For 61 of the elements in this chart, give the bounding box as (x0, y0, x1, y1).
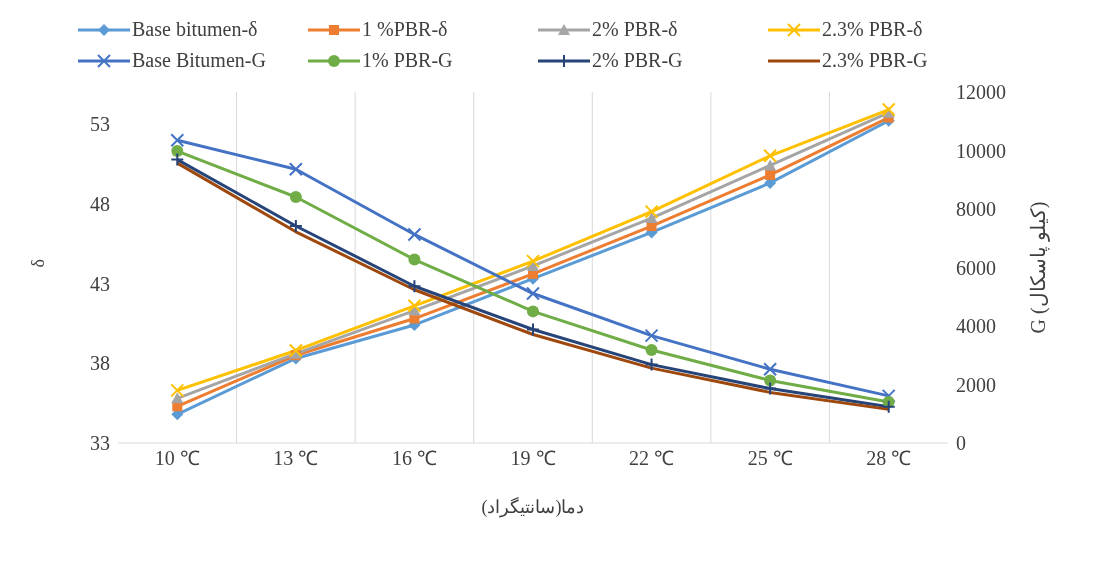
x-tick-label: 25 ℃ (747, 447, 793, 470)
point (527, 305, 539, 318)
point (288, 162, 303, 177)
point (881, 102, 896, 117)
x-axis-title: دما(سانتیگراد) (481, 496, 585, 518)
point (170, 133, 185, 148)
point (644, 328, 659, 343)
legend-label: Base Bitumen-G (132, 49, 266, 72)
point (526, 286, 540, 301)
point (645, 212, 658, 224)
point (763, 148, 778, 163)
point (408, 253, 421, 266)
point (881, 388, 896, 403)
point (288, 343, 303, 358)
point (288, 218, 303, 233)
point (881, 399, 896, 414)
y2-tick-label: 10000 (956, 139, 1006, 162)
point (765, 169, 776, 180)
y2-axis-title: G (کیلو پاسکال) (1027, 201, 1051, 334)
point (526, 322, 540, 337)
point (763, 362, 778, 377)
x-tick-label: 22 ℃ (629, 447, 675, 470)
point (645, 343, 658, 356)
point (764, 159, 777, 171)
y-tick-label: 43 (90, 272, 110, 295)
y-axis-title: δ (28, 259, 49, 268)
y2-tick-label: 8000 (956, 198, 996, 221)
point (764, 374, 777, 387)
point (407, 298, 422, 313)
y2-tick-label: 0 (956, 432, 966, 455)
point (407, 279, 422, 294)
x-tick-label: 19 ℃ (510, 447, 556, 470)
x-tick-label: 16 ℃ (391, 447, 437, 470)
y2-tick-label: 6000 (956, 256, 996, 279)
point (170, 383, 185, 398)
point (407, 227, 422, 242)
legend-label: Base bitumen-δ (132, 18, 258, 41)
point (289, 191, 302, 204)
legend-label: 1% PBR-G (362, 49, 453, 72)
point (170, 152, 185, 167)
x-tick-label: 13 ℃ (273, 447, 319, 470)
legend-label: 2.3% PBR-δ (822, 18, 923, 41)
x-tick-label: 28 ℃ (866, 447, 912, 470)
point (644, 357, 659, 372)
x-tick-label: 10 ℃ (154, 447, 200, 470)
legend-label: 1 %PBR-δ (362, 18, 448, 41)
legend-label: 2% PBR-G (592, 49, 683, 72)
point (171, 145, 184, 158)
y-tick-label: 48 (90, 192, 110, 215)
y2-tick-label: 4000 (956, 315, 996, 338)
legend-label: 2% PBR-δ (592, 18, 678, 41)
point (763, 381, 778, 396)
y-tick-label: 33 (90, 432, 110, 455)
y-tick-label: 38 (90, 352, 110, 375)
y2-tick-label: 12000 (956, 81, 1006, 104)
y2-tick-label: 2000 (956, 373, 996, 396)
point (526, 254, 540, 269)
point (644, 204, 659, 219)
y-tick-label: 53 (90, 113, 110, 136)
point (171, 392, 184, 404)
legend-label: 2.3% PBR-G (822, 49, 928, 72)
